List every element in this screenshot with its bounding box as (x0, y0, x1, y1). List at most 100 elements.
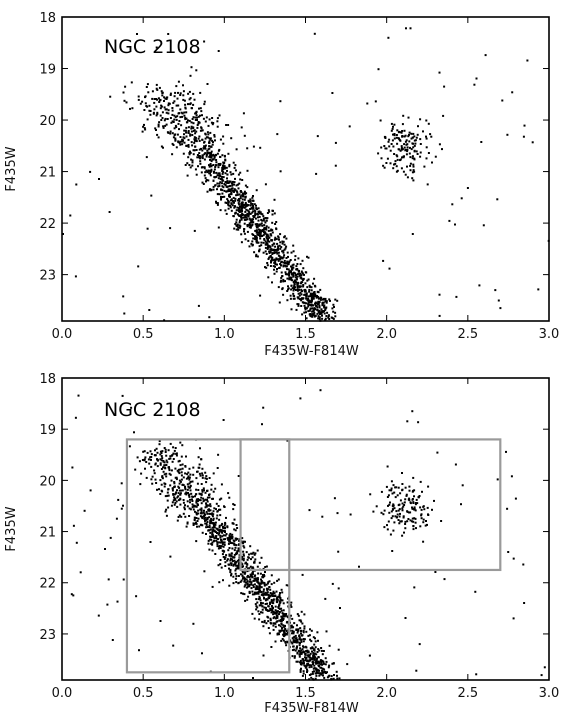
star-point (98, 178, 100, 180)
star-point (236, 527, 239, 529)
star-point (221, 189, 224, 192)
star-point (150, 465, 153, 468)
star-point (455, 295, 458, 298)
star-point (221, 522, 224, 525)
star-point (203, 166, 206, 169)
star-point (237, 575, 240, 577)
star-point (313, 670, 315, 673)
star-point (415, 136, 418, 139)
star-point (211, 139, 214, 142)
star-point (204, 491, 207, 494)
star-point (195, 69, 198, 72)
star-point (338, 677, 341, 680)
star-point (274, 265, 276, 268)
star-point (263, 226, 266, 229)
star-point (252, 237, 255, 240)
star-point (316, 308, 319, 311)
star-point (265, 565, 268, 568)
star-point (197, 489, 200, 491)
star-point (270, 234, 273, 237)
star-point (176, 115, 179, 118)
star-point (269, 229, 272, 232)
star-point (280, 276, 283, 279)
star-point (270, 583, 273, 586)
star-point (292, 289, 295, 292)
star-point (178, 514, 181, 517)
star-point (216, 193, 219, 196)
star-point (412, 132, 415, 135)
star-point (184, 504, 186, 507)
y-tick-label: 20 (39, 474, 56, 489)
star-point (399, 499, 402, 502)
star-point (408, 152, 411, 155)
star-point (399, 520, 402, 523)
star-point (227, 538, 230, 541)
star-point (299, 647, 302, 650)
star-point (415, 150, 418, 153)
star-point (252, 586, 255, 588)
star-point (70, 593, 73, 596)
star-point (188, 515, 191, 517)
star-point (173, 100, 176, 103)
star-point (281, 612, 284, 615)
star-point (218, 532, 221, 535)
star-point (243, 230, 245, 233)
star-point (205, 116, 208, 119)
star-point (227, 549, 230, 552)
star-point (217, 529, 220, 532)
star-point (258, 584, 261, 587)
star-point (258, 613, 261, 615)
star-point (295, 308, 298, 311)
star-point (211, 515, 214, 518)
star-point (514, 497, 517, 500)
star-point (434, 571, 437, 573)
star-point (422, 521, 425, 524)
star-point (252, 677, 254, 679)
star-point (224, 565, 227, 567)
star-point (383, 166, 386, 169)
star-point (269, 233, 272, 236)
star-point (254, 214, 257, 217)
star-point (262, 228, 265, 231)
star-point (272, 611, 275, 613)
star-point (305, 295, 308, 298)
star-point (271, 605, 274, 608)
star-point (235, 209, 238, 212)
star-point (217, 177, 220, 180)
star-point (173, 481, 176, 483)
star-point (169, 484, 172, 487)
star-point (271, 221, 274, 224)
star-point (318, 306, 321, 309)
star-point (71, 466, 74, 469)
star-point (187, 156, 190, 159)
star-point (251, 196, 254, 199)
star-point (238, 224, 241, 227)
star-point (167, 466, 170, 469)
star-point (399, 512, 401, 515)
star-point (414, 517, 417, 520)
star-point (531, 141, 534, 144)
star-point (178, 142, 181, 144)
star-point (238, 182, 241, 185)
star-point (239, 195, 242, 198)
star-point (171, 132, 174, 135)
star-point (171, 153, 174, 156)
star-point (395, 165, 398, 168)
star-point (292, 275, 295, 278)
star-point (137, 95, 140, 98)
star-point (244, 218, 247, 221)
star-point (174, 502, 177, 504)
star-point (277, 248, 280, 251)
star-point (327, 315, 330, 318)
star-point (201, 138, 204, 141)
star-point (215, 535, 218, 538)
star-point (294, 641, 297, 644)
star-point (200, 515, 203, 518)
star-point (319, 298, 322, 301)
star-point (200, 483, 203, 485)
star-point (245, 204, 248, 207)
star-point (264, 603, 267, 605)
star-point (188, 164, 191, 166)
star-point (297, 304, 300, 307)
star-point (197, 517, 200, 520)
